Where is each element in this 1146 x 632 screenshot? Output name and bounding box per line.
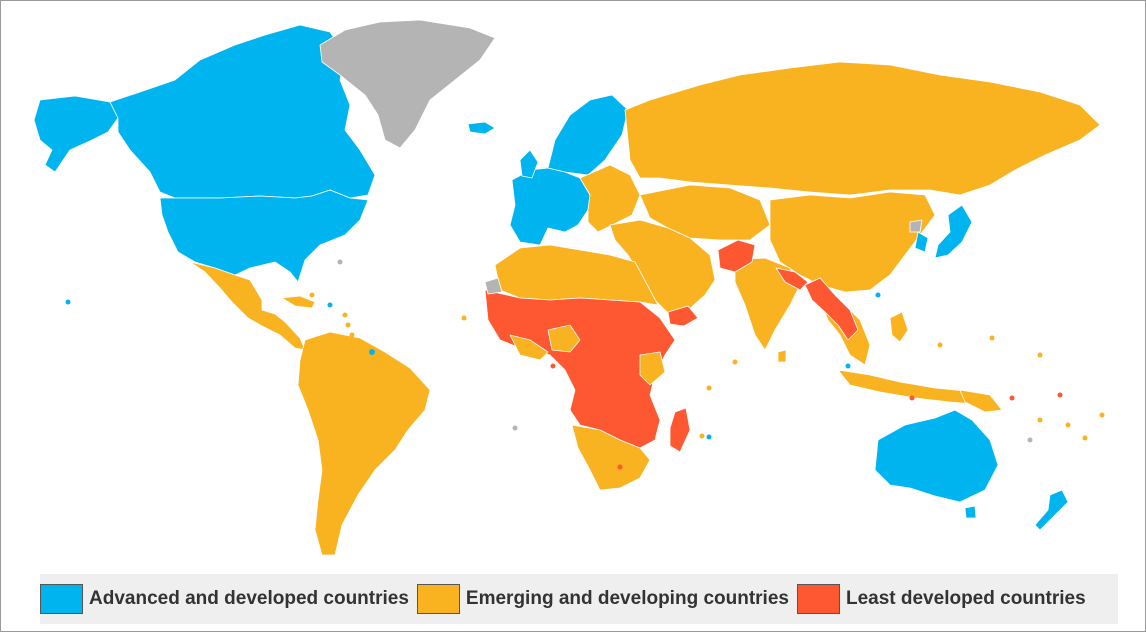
region-caribbean [281,295,316,309]
world-map [33,19,1105,556]
region-yemen [667,305,699,327]
region-greenland [319,19,496,149]
region-papua-new-guinea [959,389,1003,413]
region-middle-east [609,219,716,316]
legend-swatch-emerging [416,584,460,614]
region-central-asia [639,184,771,241]
region-scandinavia [547,94,629,176]
legend-swatch-least [796,584,840,614]
region-australia [874,409,999,503]
region-madagascar [669,407,691,453]
region-sri-lanka [777,349,787,363]
region-myanmar-laos-cambodia [804,277,859,341]
region-southern-africa [571,424,651,491]
region-korea [914,231,929,253]
island-markers [65,259,1105,470]
region-iceland [467,121,496,135]
region-mexico-central-america [189,261,306,351]
region-west-africa-coast [509,334,549,361]
legend-swatch-advanced [40,584,83,614]
region-kenya [639,351,666,386]
region-western-sahara [484,277,503,295]
region-tasmania [964,505,977,519]
region-western-europe [509,167,591,246]
legend-label-emerging: Emerging and developing countries [465,588,789,609]
region-canada [109,24,376,199]
legend-item-emerging: Emerging and developing countries [416,584,789,614]
region-afghanistan [717,239,756,273]
region-russia [624,61,1101,196]
legend-item-advanced: Advanced and developed countries [40,584,409,614]
region-north-korea [909,219,923,233]
legend-label-advanced: Advanced and developed countries [89,588,409,609]
region-japan [934,204,973,259]
map-legend: Advanced and developed countries Emergin… [40,574,1118,624]
region-new-zealand [1034,489,1069,531]
legend-label-least: Least developed countries [845,588,1086,609]
region-philippines [889,311,909,343]
region-india [734,257,801,351]
legend-item-least: Least developed countries [796,584,1086,614]
region-nigeria [547,324,581,353]
region-nepal-bangladesh [775,267,809,291]
region-usa [159,189,369,283]
region-south-america [297,331,431,556]
region-alaska [33,95,119,173]
region-uk [519,149,539,179]
